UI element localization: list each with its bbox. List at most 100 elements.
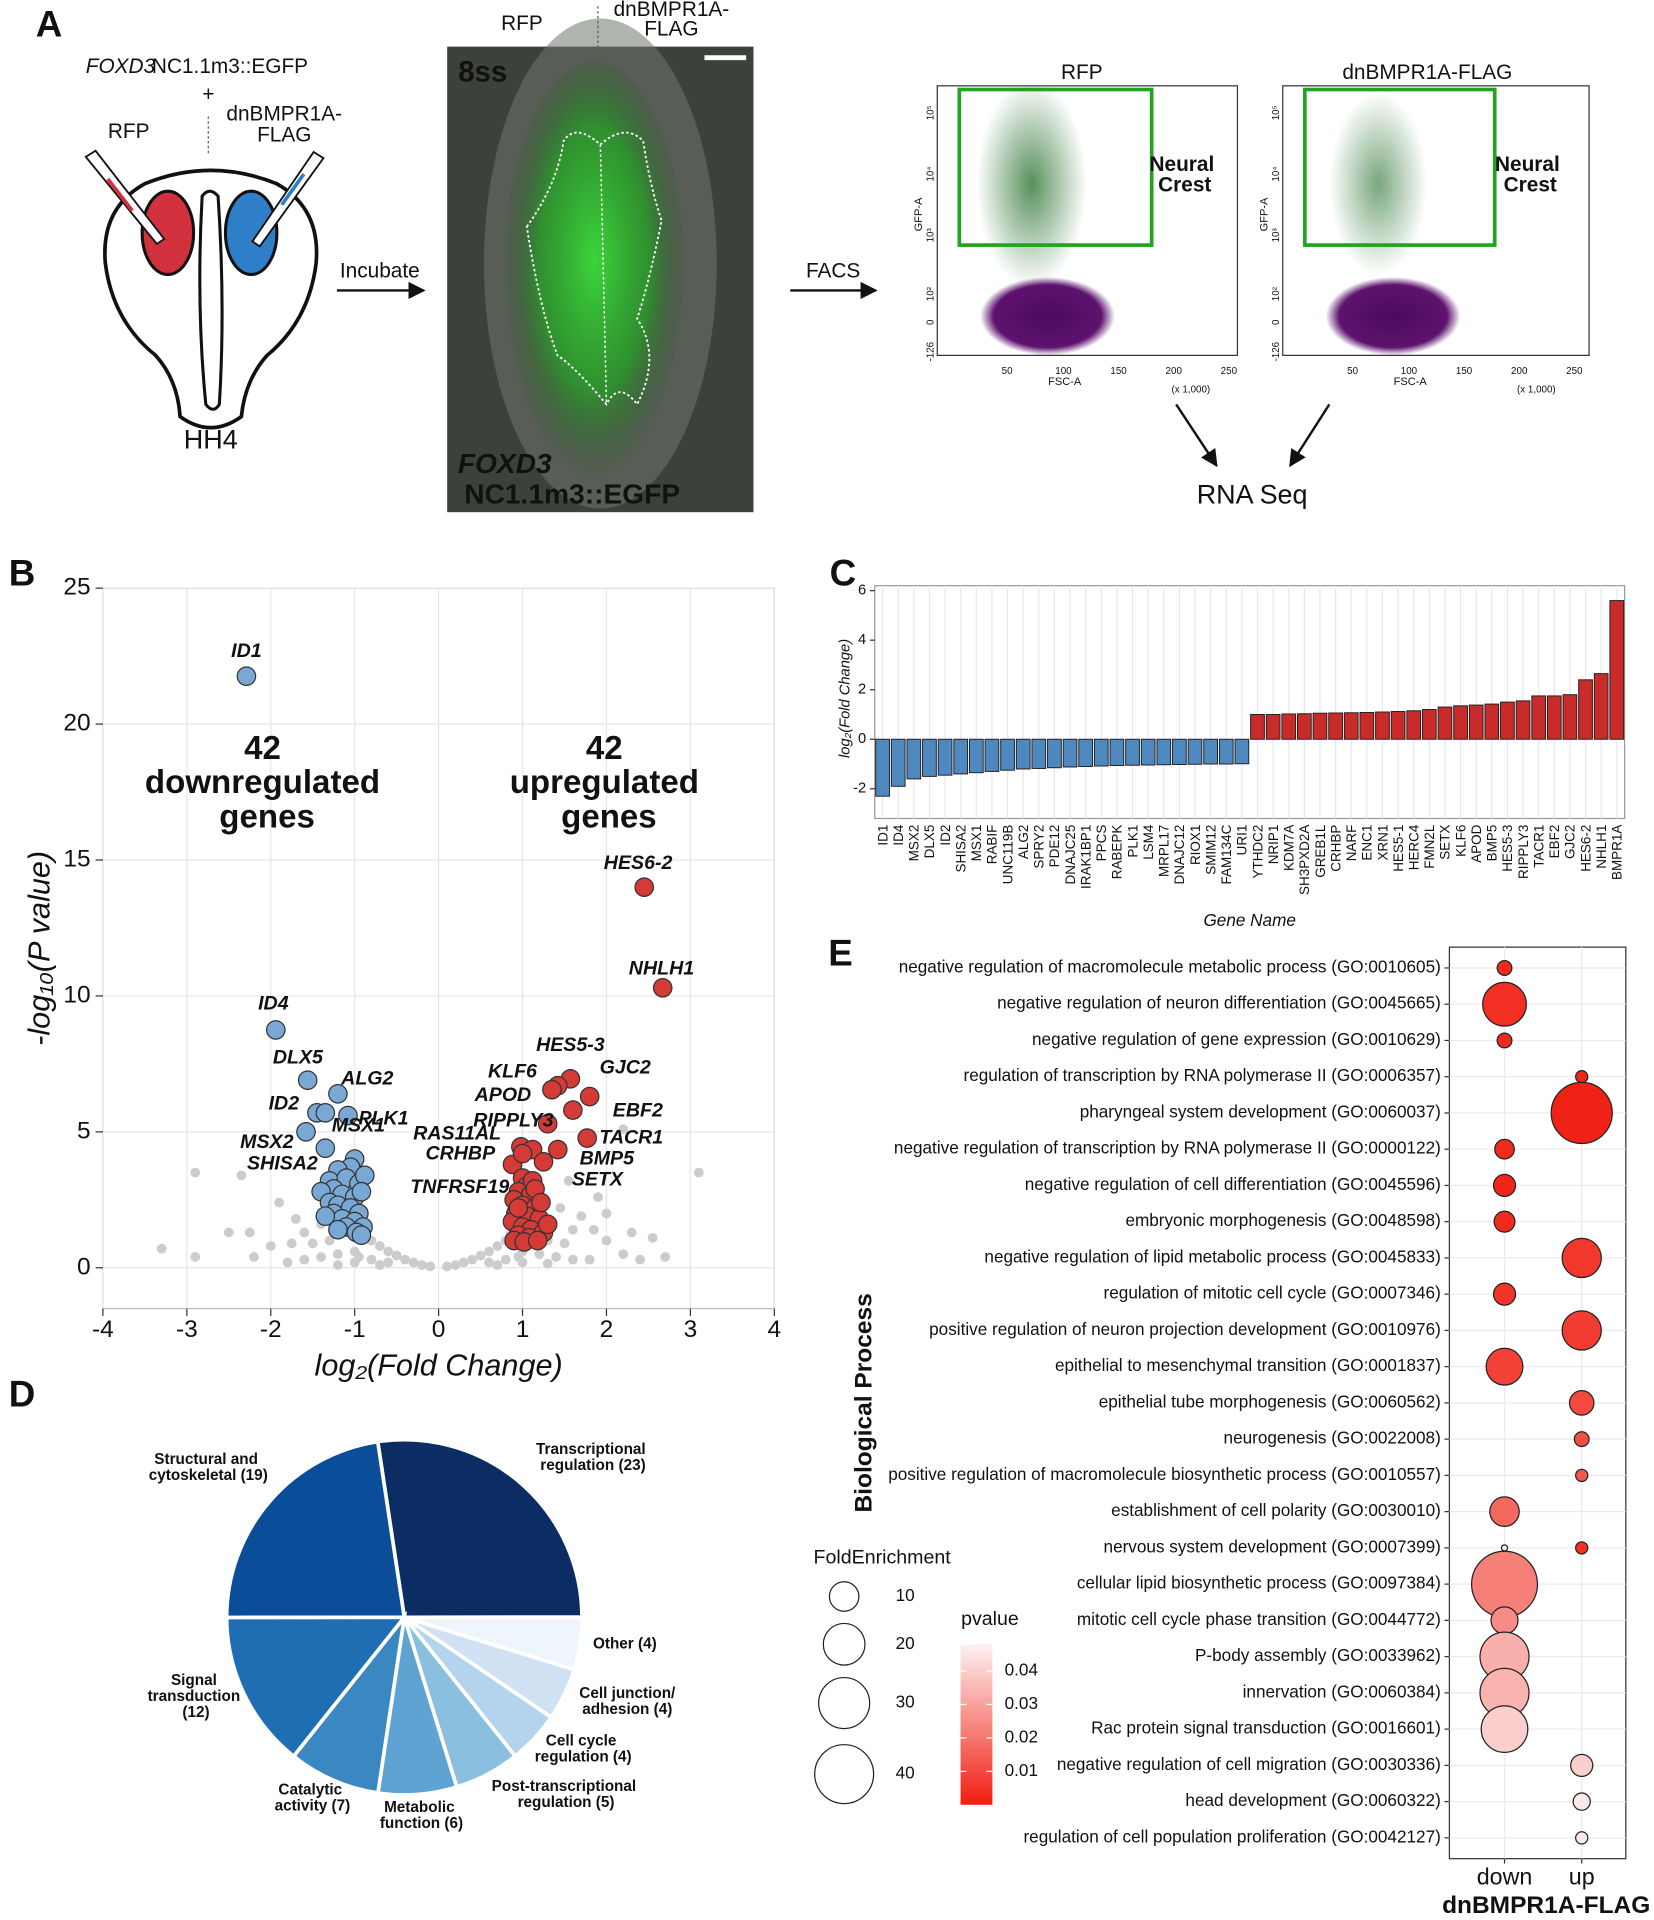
background-point [618,1249,629,1260]
facs-tick-label: 250 [1221,366,1238,377]
gene-point [531,1192,551,1213]
background-point [190,1252,201,1262]
image-label: dnBMPR1A-FLAG [614,0,730,40]
background-point [299,1254,310,1265]
x-tick-label: GREB1L [1313,824,1328,878]
y-axis-title: Biological Process [850,1293,877,1512]
y-tick-label: establishment of cell polarity (GO:00300… [1111,1500,1441,1520]
y-tick-label: 4 [858,632,866,648]
x-tick-label: EBF2 [1547,825,1562,859]
panel-label: E [828,932,853,973]
text-line: cytoskeletal (19) [149,1467,268,1484]
x-tick-label: SHISA2 [953,825,968,873]
dot [1573,1431,1590,1448]
dot [1493,1210,1516,1233]
y-tick-label: 2 [858,682,866,698]
background-point [374,1260,385,1270]
x-tick-label: URI1 [1235,825,1250,856]
dot [1482,981,1527,1027]
dot [1494,1138,1515,1160]
x-tick-label: BMPR1A [1610,825,1625,880]
gfp-population [976,79,1087,288]
legend-size [818,1676,871,1730]
gene-point [265,1020,286,1040]
y-tick-label: negative regulation of cell differentiat… [1025,1174,1441,1194]
panel-label: D [9,1373,36,1414]
bar [1343,712,1359,740]
gene-label: BMP5 [580,1148,636,1170]
background-point [353,1252,364,1262]
legend-label: 0.04 [1005,1660,1039,1680]
rfp-side [140,189,196,277]
text-line: FLAG [257,123,311,146]
text-line: 42 [244,730,290,767]
reporter-gene: FOXD3 [86,55,156,78]
bar [1125,738,1140,766]
background-point [450,1260,461,1270]
background-point [458,1257,469,1268]
gene-point [354,1165,375,1186]
x-tick-label: SETX [1438,825,1453,860]
facs-axis-label: GFP-A [913,197,925,231]
background-point [693,1167,704,1178]
dot [1500,1544,1509,1552]
panel-label: C [830,553,857,594]
text-line: Crest [1158,173,1211,196]
x-tick-label: APOD [1469,824,1484,862]
background-point [391,1250,402,1261]
bar [1312,712,1328,740]
x-tick-label: -1 [344,1316,366,1343]
gene-label: ID1 [231,640,262,662]
dot [1489,1496,1520,1527]
facs-tick-label: 100 [1401,366,1418,377]
bar [1453,705,1468,740]
x-tick-label: SH3PXD2A [1297,825,1312,895]
text-line: dnBMPR1A- [226,102,342,125]
slice-label: Other (4) [593,1635,657,1652]
x-tick-label: SPRY2 [1032,825,1047,869]
bar [1437,706,1453,740]
background-point [366,1254,377,1265]
egfp-signal [502,61,687,503]
x-tick-label: RIOX1 [1188,825,1203,865]
y-tick-label: negative regulation of neuron differenti… [997,993,1441,1013]
facs-axis-label: FSC-A [1394,376,1428,388]
gene-point [351,1225,372,1245]
y-tick-label: 0 [77,1253,91,1280]
bar [1000,738,1015,771]
slice-label: Post-transcriptional regulation (5) [492,1778,641,1811]
facs-tick-label: 10⁵ [926,105,937,120]
x-tick-label: ENC1 [1360,825,1375,861]
bar [1359,712,1375,740]
bar [1515,700,1531,740]
background-point [307,1238,318,1249]
background-point [559,1238,570,1249]
facs-axis-label: FSC-A [1048,376,1082,388]
background-point [291,1213,301,1224]
x-tick-label: PPCS [1094,825,1109,862]
text-line: genes [219,798,315,835]
bar [1140,738,1156,766]
dot [1572,1792,1591,1811]
bar [1421,709,1437,740]
text-line: regulation (5) [518,1794,615,1811]
facs-tick-label: 10⁴ [1271,166,1282,181]
facs-tick-label: 50 [1002,366,1013,377]
background-point [576,1211,587,1222]
x-tick-label: HES6-2 [1578,825,1593,872]
legend-label: 40 [896,1763,915,1783]
legend-size [814,1744,875,1805]
facs-tick-label: 200 [1511,366,1528,377]
background-point [555,1203,566,1213]
gene-point [315,1103,336,1123]
bar [1468,704,1484,740]
y-tick-label: -2 [853,781,866,797]
bar [1578,679,1593,740]
bar [906,738,922,780]
slice-label: Metabolic function (6) [380,1799,463,1832]
text-line: Metabolic [384,1799,459,1816]
gene-label: PLK1 [358,1107,408,1129]
background-point [484,1257,494,1268]
neural-plate-outline [525,131,663,407]
background-point [660,1252,671,1262]
